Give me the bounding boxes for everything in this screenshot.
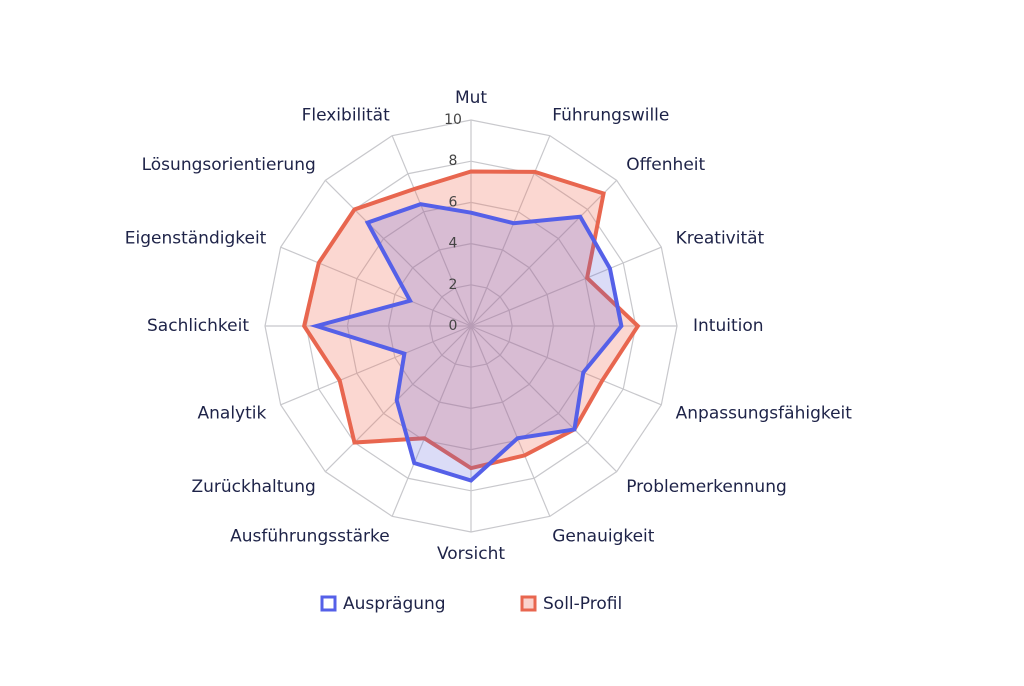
spoke xyxy=(391,325,472,517)
spoke xyxy=(324,179,472,327)
category-label: Zurückhaltung xyxy=(191,477,315,497)
legend-swatch xyxy=(520,595,537,612)
spoke xyxy=(470,325,662,406)
category-label: Eigenständigkeit xyxy=(125,229,267,249)
spoke xyxy=(280,246,472,327)
category-label: Führungswille xyxy=(552,105,669,125)
legend-label: Ausprägung xyxy=(343,594,446,614)
legend-swatch xyxy=(320,595,337,612)
spoke xyxy=(470,179,618,327)
category-label: Genauigkeit xyxy=(552,527,655,547)
category-label: Anpassungsfähigkeit xyxy=(676,403,853,423)
legend-label: Soll-Profil xyxy=(543,594,622,614)
spoke xyxy=(470,325,551,517)
category-label: Lösungsorientierung xyxy=(142,155,316,175)
category-label: Problemerkennung xyxy=(626,477,787,497)
series-area xyxy=(309,202,624,483)
category-label: Analytik xyxy=(198,403,267,423)
series-area xyxy=(301,169,641,471)
category-label: Ausführungsstärke xyxy=(230,527,390,547)
r-tick-label: 8 xyxy=(449,153,458,169)
category-label: Intuition xyxy=(693,316,764,336)
spoke xyxy=(470,246,662,327)
r-tick-label: 0 xyxy=(449,318,458,334)
category-label: Offenheit xyxy=(626,155,705,175)
r-tick-label: 4 xyxy=(449,236,458,252)
spoke xyxy=(470,135,551,327)
category-label: Mut xyxy=(455,88,487,108)
category-label: Sachlichkeit xyxy=(147,316,249,336)
r-tick-label: 10 xyxy=(444,112,462,128)
category-label: Vorsicht xyxy=(437,544,505,564)
r-tick-label: 6 xyxy=(449,194,458,210)
spoke xyxy=(280,325,472,406)
category-label: Kreativität xyxy=(676,229,765,249)
spoke xyxy=(391,135,472,327)
category-label: Flexibilität xyxy=(302,105,390,125)
r-tick-label: 2 xyxy=(449,277,458,293)
spoke xyxy=(470,325,618,473)
